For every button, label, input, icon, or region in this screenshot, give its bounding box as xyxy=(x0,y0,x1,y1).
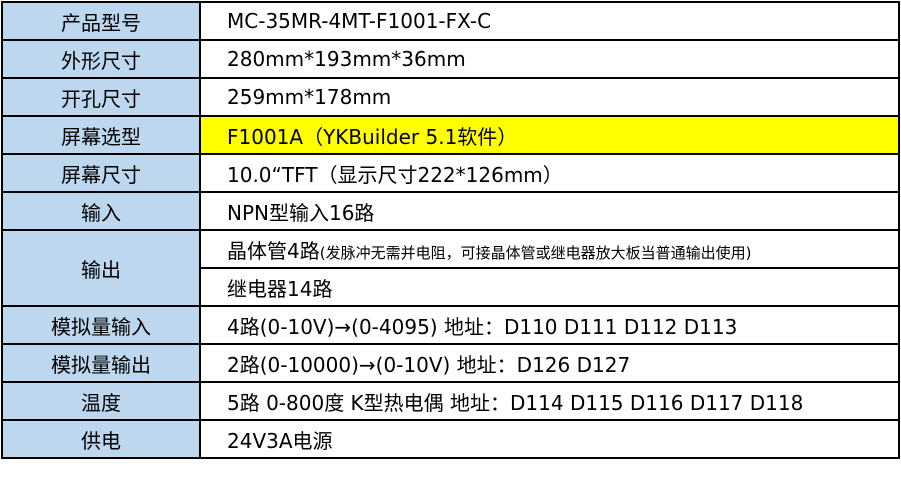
value-output-transistor: 晶体管4路(发脉冲无需并电阻，可接晶体管或继电器放大板当普通输出使用) xyxy=(199,229,900,269)
label-cutout: 开孔尺寸 xyxy=(1,77,201,117)
value-dimensions: 280mm*193mm*36mm xyxy=(199,39,900,79)
label-temperature: 温度 xyxy=(1,381,201,421)
value-screen-model: F1001A（YKBuilder 5.1软件） xyxy=(199,115,900,155)
label-analog-input: 模拟量输入 xyxy=(1,305,201,345)
value-analog-input: 4路(0-10V)→(0-4095) 地址：D110 D111 D112 D11… xyxy=(199,305,900,345)
table-row: 屏幕尺寸 10.0“TFT（显示尺寸222*126mm） xyxy=(1,153,900,193)
table-row: 输出 晶体管4路(发脉冲无需并电阻，可接晶体管或继电器放大板当普通输出使用) xyxy=(1,229,900,307)
output-transistor-note: (发脉冲无需并电阻，可接晶体管或继电器放大板当普通输出使用) xyxy=(319,243,752,262)
table-row: 外形尺寸 280mm*193mm*36mm xyxy=(1,39,900,79)
value-temperature: 5路 0-800度 K型热电偶 地址：D114 D115 D116 D117 D… xyxy=(199,381,900,421)
label-model: 产品型号 xyxy=(1,1,201,41)
label-power: 供电 xyxy=(1,419,201,459)
value-output-relay: 继电器14路 xyxy=(199,267,900,307)
label-analog-output: 模拟量输出 xyxy=(1,343,201,383)
table-row: 模拟量输入 4路(0-10V)→(0-4095) 地址：D110 D111 D11… xyxy=(1,305,900,345)
label-screen-size: 屏幕尺寸 xyxy=(1,153,201,193)
label-input: 输入 xyxy=(1,191,201,231)
value-analog-output: 2路(0-10000)→(0-10V) 地址：D126 D127 xyxy=(199,343,900,383)
value-input: NPN型输入16路 xyxy=(199,191,900,231)
label-dimensions: 外形尺寸 xyxy=(1,39,201,79)
table-row: 输入 NPN型输入16路 xyxy=(1,191,900,231)
value-power: 24V3A电源 xyxy=(199,419,900,459)
table-row: 屏幕选型 F1001A（YKBuilder 5.1软件） xyxy=(1,115,900,155)
spec-table: 产品型号 MC-35MR-4MT-F1001-FX-C 外形尺寸 280mm*193… xyxy=(1,1,900,459)
table-row: 模拟量输出 2路(0-10000)→(0-10V) 地址：D126 D127 xyxy=(1,343,900,383)
value-model: MC-35MR-4MT-F1001-FX-C xyxy=(199,1,900,41)
value-cutout: 259mm*178mm xyxy=(199,77,900,117)
value-screen-size: 10.0“TFT（显示尺寸222*126mm） xyxy=(199,153,900,193)
label-output: 输出 xyxy=(1,229,201,307)
table-row: 温度 5路 0-800度 K型热电偶 地址：D114 D115 D116 D117… xyxy=(1,381,900,421)
table-row: 继电器14路 xyxy=(2,267,900,307)
label-screen-model: 屏幕选型 xyxy=(1,115,201,155)
output-transistor-text: 晶体管4路 xyxy=(227,238,320,263)
table-row: 供电 24V3A电源 xyxy=(1,419,900,459)
table-row: 产品型号 MC-35MR-4MT-F1001-FX-C xyxy=(1,1,900,41)
table-row: 开孔尺寸 259mm*178mm xyxy=(1,77,900,117)
